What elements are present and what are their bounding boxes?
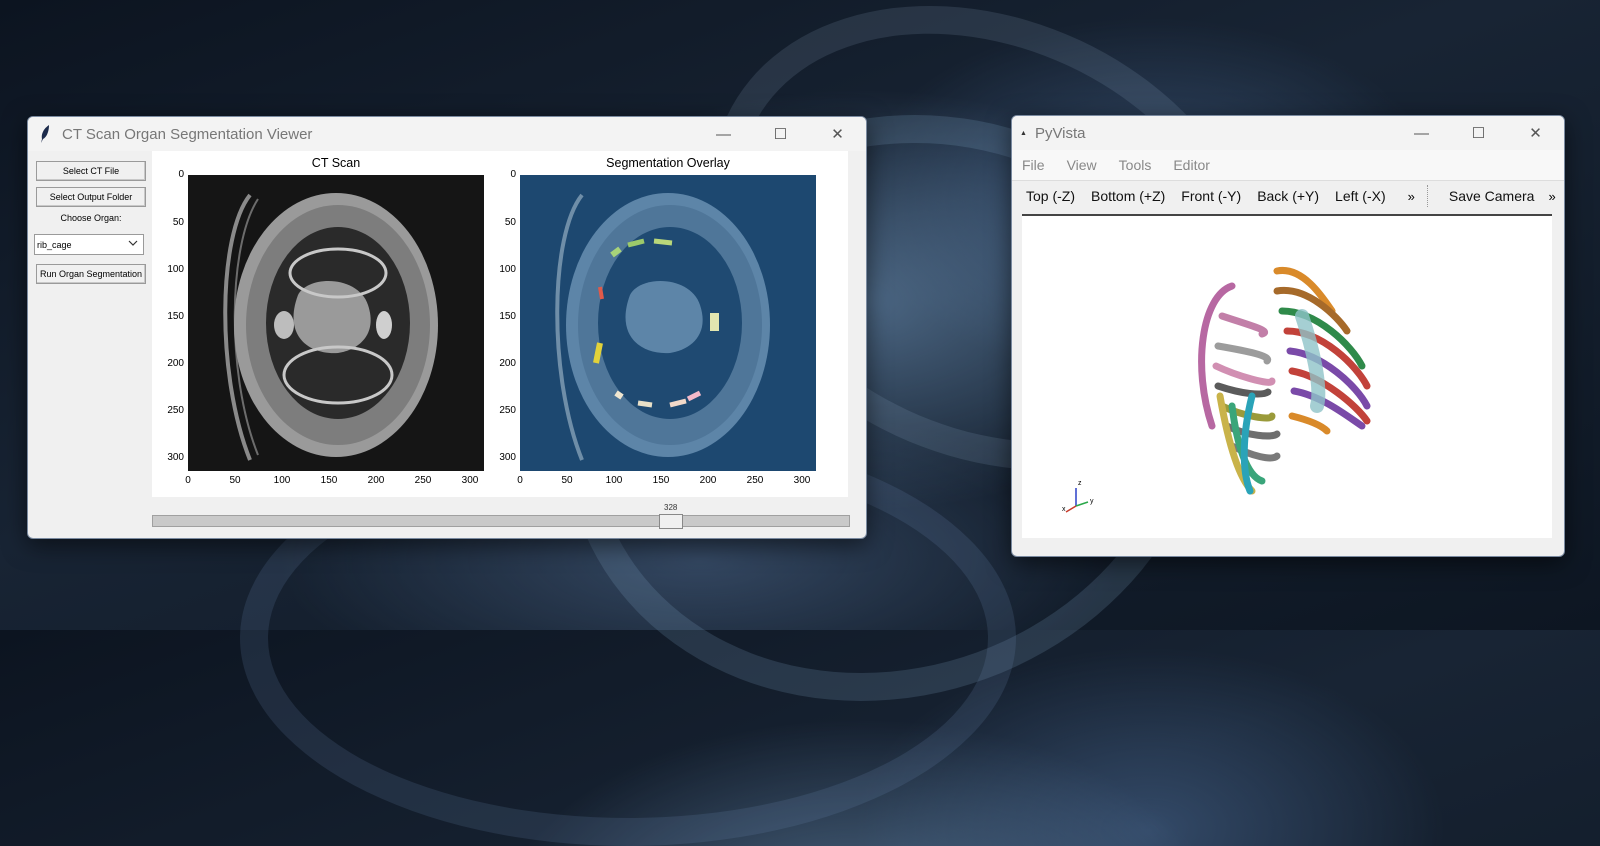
y-tick: 150 [167,311,184,322]
slice-slider[interactable] [152,514,850,529]
close-button[interactable]: ✕ [831,126,844,143]
maximize-button[interactable]: ☐ [773,126,788,143]
toolbar-overflow-icon[interactable]: » [1407,188,1415,204]
axis-label-z: z [1078,480,1082,487]
render-viewport[interactable]: z y x [1022,214,1552,538]
window-title: CT Scan Organ Segmentation Viewer [62,125,313,143]
ct-viewer-window: CT Scan Organ Segmentation Viewer — ☐ ✕ … [27,116,867,539]
y-tick: 50 [504,217,516,228]
view-bottom-button[interactable]: Bottom (+Z) [1091,188,1166,204]
segmentation-overlay-image [520,175,816,471]
x-tick: 200 [699,475,717,486]
y-tick: 150 [499,311,516,322]
chevron-down-icon [128,238,138,250]
menu-bar: File View Tools Editor [1012,150,1564,180]
y-tick: 50 [172,217,184,228]
x-tick: 50 [561,475,573,486]
view-back-button[interactable]: Back (+Y) [1257,188,1320,204]
toolbar-separator [1426,185,1429,207]
select-ct-file-button[interactable]: Select CT File [36,161,146,181]
segmentation-overlay-title: Segmentation Overlay [606,156,730,170]
organ-select-value: rib_cage [37,239,72,250]
ct-scan-title: CT Scan [311,156,361,170]
x-tick: 50 [229,475,241,486]
view-left-button[interactable]: Left (-X) [1335,188,1386,204]
y-tick: 300 [167,452,184,463]
y-tick: 100 [167,264,184,275]
y-tick: 250 [499,405,516,416]
x-tick: 100 [273,475,291,486]
select-output-folder-button[interactable]: Select Output Folder [36,187,146,207]
pyvista-titlebar[interactable]: ▲ PyVista — ☐ ✕ [1012,116,1564,150]
x-tick: 100 [605,475,623,486]
x-tick: 0 [517,475,523,486]
slider-thumb[interactable] [659,514,683,529]
minimize-button[interactable]: — [716,125,731,143]
ct-titlebar[interactable]: CT Scan Organ Segmentation Viewer — ☐ ✕ [28,117,866,151]
y-tick: 0 [510,169,516,180]
x-tick: 300 [793,475,811,486]
menu-editor[interactable]: Editor [1173,157,1210,173]
y-tick: 250 [167,405,184,416]
y-tick: 300 [499,452,516,463]
menu-file[interactable]: File [1022,157,1045,173]
view-top-button[interactable]: Top (-Z) [1026,188,1075,204]
axes-orientation-widget [1065,488,1089,513]
save-camera-button[interactable]: Save Camera [1448,188,1535,204]
organ-select[interactable]: rib_cage [34,234,144,255]
axis-label-y: y [1090,498,1094,505]
maximize-button[interactable]: ☐ [1471,125,1486,142]
axis-label-x: x [1062,506,1066,513]
x-tick: 250 [746,475,764,486]
x-tick: 250 [414,475,432,486]
pyvista-window: ▲ PyVista — ☐ ✕ File View Tools Editor T… [1011,115,1565,557]
menu-view[interactable]: View [1066,157,1097,173]
x-tick: 300 [461,475,479,486]
toolbar-overflow-icon[interactable]: » [1548,188,1556,204]
feather-icon [40,125,50,143]
window-title: PyVista [1034,124,1086,142]
rib-cage-3d-mesh[interactable] [1022,216,1552,538]
x-tick: 150 [652,475,670,486]
y-tick: 200 [499,358,516,369]
pyvista-logo-icon: ▲ [1020,129,1027,137]
y-tick: 200 [167,358,184,369]
x-tick: 150 [320,475,338,486]
close-button[interactable]: ✕ [1529,125,1542,142]
menu-tools[interactable]: Tools [1118,157,1152,173]
view-front-button[interactable]: Front (-Y) [1181,188,1242,204]
x-tick: 200 [367,475,385,486]
matplotlib-canvas: CT Scan Segmentation Overlay [152,151,848,497]
ct-scan-image [188,175,484,471]
x-tick: 0 [185,475,191,486]
y-tick: 100 [499,264,516,275]
run-organ-segmentation-button[interactable]: Run Organ Segmentation [36,264,146,284]
choose-organ-label: Choose Organ: [60,213,122,223]
y-tick: 0 [178,169,184,180]
slider-value-label: 328 [664,503,678,512]
minimize-button[interactable]: — [1414,124,1429,142]
camera-toolbar: Top (-Z) Bottom (+Z) Front (-Y) Back (+Y… [1012,180,1564,211]
